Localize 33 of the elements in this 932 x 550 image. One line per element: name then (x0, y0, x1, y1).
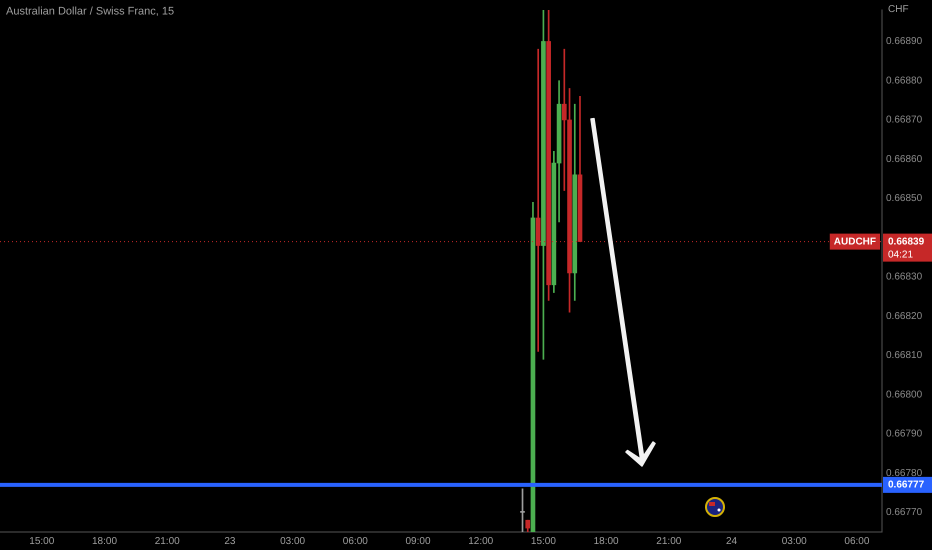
x-tick-label: 06:00 (342, 536, 368, 547)
y-tick-label: 0.66850 (886, 193, 923, 204)
x-tick-label: 12:00 (468, 536, 494, 547)
x-tick-label: 15:00 (530, 536, 556, 547)
y-tick-label: 0.66780 (886, 468, 923, 479)
ref-line-label: 0.66839 (888, 236, 925, 248)
y-tick-label: 0.66890 (886, 36, 923, 48)
x-tick-label: 24 (726, 536, 738, 547)
y-tick-label: 0.66820 (886, 310, 923, 322)
x-tick-label: 21:00 (154, 536, 180, 547)
y-axis-title: CHF (888, 4, 909, 15)
x-tick-label: 09:00 (405, 536, 431, 547)
x-tick-label: 18:00 (594, 536, 620, 547)
candlestick (520, 488, 525, 532)
x-tick-label: 15:00 (29, 536, 55, 547)
chart-title: Australian Dollar / Swiss Franc, 15 (6, 6, 174, 18)
x-tick-label: 21:00 (656, 536, 682, 547)
y-tick-label: 0.66830 (886, 272, 923, 283)
x-tick-label: 18:00 (92, 536, 118, 547)
y-tick-label: 0.66790 (886, 428, 923, 440)
y-tick-label: 0.66810 (886, 350, 923, 362)
y-tick-label: 0.66870 (886, 114, 923, 126)
x-tick-label: 03:00 (782, 536, 808, 547)
x-tick-label: 06:00 (844, 536, 870, 547)
y-tick-label: 0.66770 (886, 507, 923, 518)
y-tick-label: 0.66880 (886, 75, 923, 86)
text: 04:21 (888, 249, 914, 260)
y-tick-label: 0.66860 (886, 154, 923, 165)
y-tick-label: 0.66800 (886, 389, 923, 400)
annotation: AUDCHF (834, 236, 876, 248)
x-tick-label: 23 (224, 536, 236, 547)
ref-line-label: 0.66777 (888, 480, 925, 491)
x-tick-label: 03:00 (280, 536, 306, 547)
